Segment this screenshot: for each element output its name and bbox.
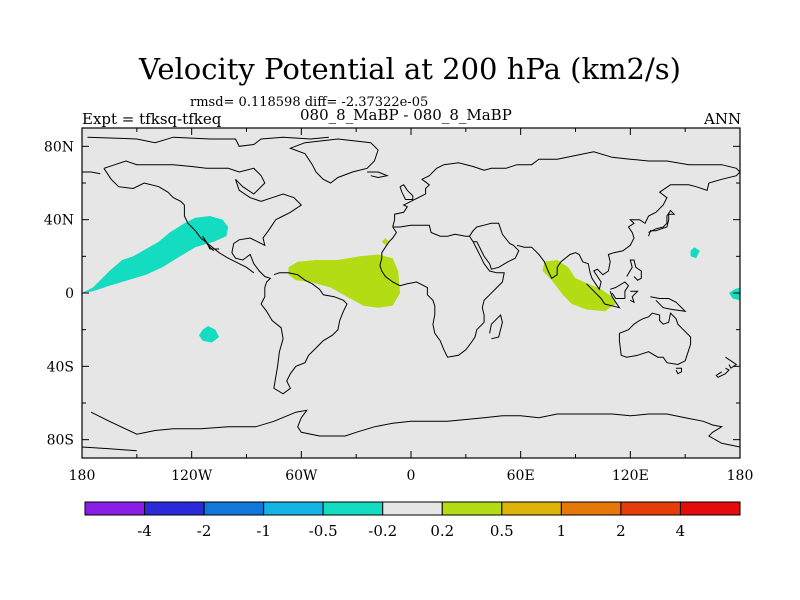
coastline-segment (626, 259, 642, 281)
x-tick-label: 60E (507, 468, 535, 484)
y-tick-label: 80S (47, 433, 74, 449)
coastline-segment (87, 136, 329, 147)
coastline-segment (630, 290, 639, 304)
colorbar-label: 2 (616, 522, 626, 540)
coastline-segment (103, 160, 348, 395)
coastline-segment (81, 446, 137, 452)
coastline-segment (715, 367, 730, 378)
chart-title: Velocity Potential at 200 hPa (km2/s) (139, 52, 681, 86)
colorbar: -4 -2 -1 -0.5 -0.2 0.2 0.5 1 2 4 (84, 501, 741, 540)
colorbar-swatch (620, 501, 681, 516)
anomaly-regions (82, 216, 740, 343)
coastline-segment (650, 296, 687, 313)
indian-ocean-positive-anomaly (542, 260, 616, 312)
colorbar-swatch (203, 501, 265, 516)
colorbar-swatch (441, 501, 503, 516)
season-label: ANN (704, 110, 742, 128)
coastline-segment (103, 168, 185, 206)
coastline-segment (379, 224, 505, 358)
dateline-negative-anomaly (729, 287, 740, 301)
colorbar-label: -0.5 (309, 522, 338, 540)
colorbar-swatch (679, 501, 741, 516)
case-label: 080_8_MaBP - 080_8_MaBP (300, 106, 512, 124)
axes: 180 120W 60W 0 60E 120E 180 80N 40N 0 40S 80S (44, 128, 753, 484)
coastline-segment (183, 205, 255, 274)
colorbar-swatch (144, 501, 205, 516)
north-pacific-negative-anomaly (82, 216, 229, 293)
experiment-label: Expt = tfksq-tfkeq (82, 110, 222, 128)
coastline-segment (725, 356, 738, 369)
coastline-segment (90, 409, 741, 448)
colorbar-label: -1 (256, 522, 271, 540)
coastline-segment (288, 138, 379, 184)
coastline-segment (610, 281, 630, 299)
colorbar-label: 1 (557, 522, 567, 540)
coastline-segment (469, 222, 520, 270)
colorbar-label: -0.2 (368, 522, 397, 540)
west-pacific-negative-anomaly (690, 247, 700, 259)
x-tick-label: 180 (727, 468, 754, 484)
x-tick-label: 60W (285, 468, 318, 484)
coastline-segment (392, 151, 741, 228)
colorbar-swatch (501, 501, 562, 516)
colorbar-swatch (322, 501, 384, 516)
south-pacific-negative-anomaly (199, 326, 220, 343)
colorbar-swatch (263, 501, 324, 516)
y-tick-label: 0 (65, 286, 74, 302)
coastline-segment (202, 235, 220, 252)
x-tick-label: 120W (171, 468, 213, 484)
atlantic-small-positive-anomaly (381, 238, 390, 246)
colorbar-label: 4 (676, 522, 686, 540)
colorbar-label: -2 (197, 522, 212, 540)
coastline-segment (675, 367, 682, 375)
coastline-segment (516, 171, 741, 291)
colorbar-swatch (382, 501, 443, 516)
coastline-segment (367, 171, 389, 179)
colorbar-label: 0.2 (430, 522, 454, 540)
coastline-segment (489, 314, 503, 340)
coastline-segment (586, 283, 621, 309)
coastline-segment (618, 312, 692, 366)
x-tick-label: 120E (612, 468, 649, 484)
y-tick-label: 80N (44, 139, 74, 155)
stats-label: rmsd= 0.118598 diff= -2.37322e-05 (190, 95, 429, 110)
colorbar-label: -4 (137, 522, 152, 540)
x-tick-label: 180 (69, 468, 96, 484)
coastlines (81, 136, 741, 452)
colorbar-swatch (560, 501, 622, 516)
y-tick-label: 40S (47, 359, 74, 375)
coastline-segment (82, 171, 101, 175)
atlantic-positive-anomaly (288, 254, 400, 308)
plot-background (82, 128, 740, 458)
x-tick-label: 0 (407, 468, 416, 484)
coastline-segment (399, 184, 414, 200)
y-tick-label: 40N (44, 213, 74, 229)
colorbar-label: 0.5 (490, 522, 514, 540)
colorbar-swatch (84, 501, 146, 516)
coastline-segment (648, 209, 676, 237)
